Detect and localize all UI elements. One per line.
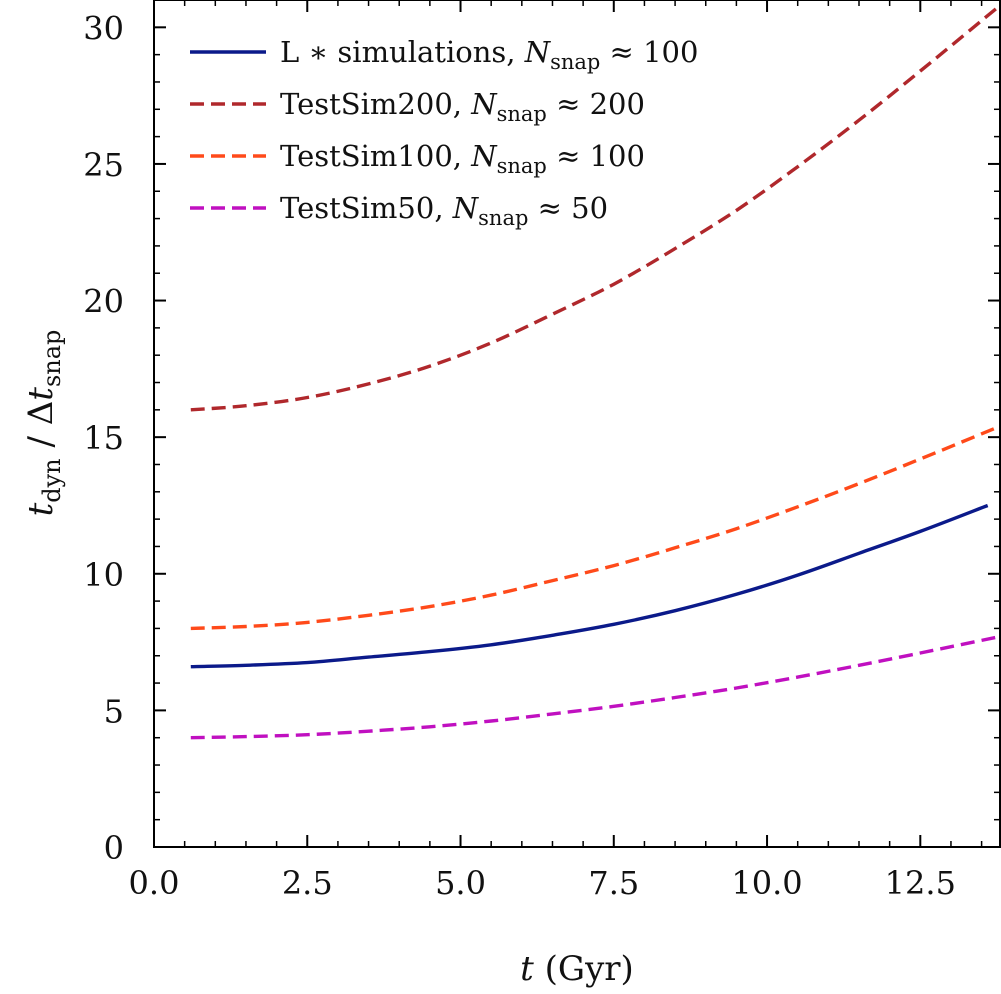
y-tick-label: 5 — [104, 692, 124, 730]
legend: L ∗ simulations, Nsnap ≈ 100 TestSim200, … — [190, 35, 698, 230]
x-axis-label-unit: (Gyr) — [534, 949, 634, 989]
y-tick-label: 10 — [83, 556, 124, 594]
tick-layer: 0.0 2.5 5.0 7.5 10.0 12.5 0 5 10 15 20 25 30 — [83, 0, 1000, 902]
x-axis-label-symbol: t — [520, 949, 534, 989]
x-tick-label: 7.5 — [588, 864, 639, 902]
plot-frame — [153, 0, 1001, 848]
y-axis-label-sub1: dyn — [38, 458, 66, 502]
series-line-0 — [190, 503, 989, 669]
x-axis-label: t (Gyr) — [520, 949, 634, 989]
x-tick-label: 5.0 — [435, 864, 486, 902]
x-tick-label: 2.5 — [282, 864, 333, 902]
legend-label-2: TestSim100, Nsnap ≈ 100 — [280, 139, 645, 178]
y-axis-label-t2: t — [21, 387, 61, 401]
y-tick-label: 30 — [83, 9, 124, 47]
series-line-3 — [190, 634, 1001, 740]
y-axis-label-slash: / — [21, 425, 61, 458]
y-tick-label: 0 — [104, 829, 124, 867]
legend-label-3: TestSim50, Nsnap ≈ 50 — [280, 191, 608, 230]
x-tick-label: 12.5 — [885, 864, 956, 902]
y-axis-label-delta: Δ — [21, 401, 61, 426]
series-layer — [190, 4, 1001, 740]
legend-label-1: TestSim200, Nsnap ≈ 200 — [280, 87, 645, 126]
x-tick-label: 0.0 — [129, 864, 180, 902]
series-line-1 — [190, 4, 1001, 412]
y-axis-label: tdyn / Δtsnap — [21, 330, 66, 517]
legend-label-0: L ∗ simulations, Nsnap ≈ 100 — [280, 35, 698, 74]
y-axis-label-sub2: snap — [38, 330, 66, 387]
y-axis-label-t1: t — [21, 502, 61, 516]
y-tick-label: 15 — [83, 419, 124, 457]
x-tick-label: 10.0 — [731, 864, 802, 902]
y-tick-label: 25 — [83, 146, 124, 184]
series-line-2 — [190, 424, 1001, 631]
y-tick-label: 20 — [83, 283, 124, 321]
